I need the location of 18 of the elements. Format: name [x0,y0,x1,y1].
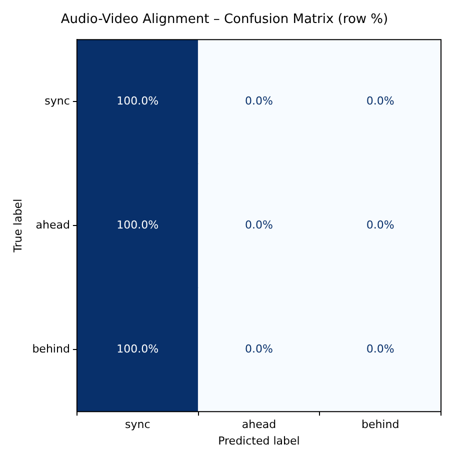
data-label: 0.0% [366,94,394,108]
data-label: 100.0% [116,342,159,356]
y-tick-label: behind [32,342,70,356]
chart-title: Audio-Video Alignment – Confusion Matrix (row %) [60,12,388,28]
y-tick-label: ahead [36,218,70,232]
data-label: 100.0% [116,218,159,232]
y-axis-title: True label [11,198,24,254]
y-tick-label: sync [44,94,70,108]
data-label: 100.0% [116,94,159,108]
x-tick-label: ahead [242,418,276,432]
data-label: 0.0% [244,94,273,108]
data-label: 0.0% [244,218,273,232]
data-label: 0.0% [366,218,394,232]
data-label: 0.0% [244,342,273,356]
x-tick-label: sync [124,418,150,432]
x-tick-label: behind [361,418,400,432]
x-axis-title: Predicted label [218,434,300,448]
data-label: 0.0% [366,342,394,356]
